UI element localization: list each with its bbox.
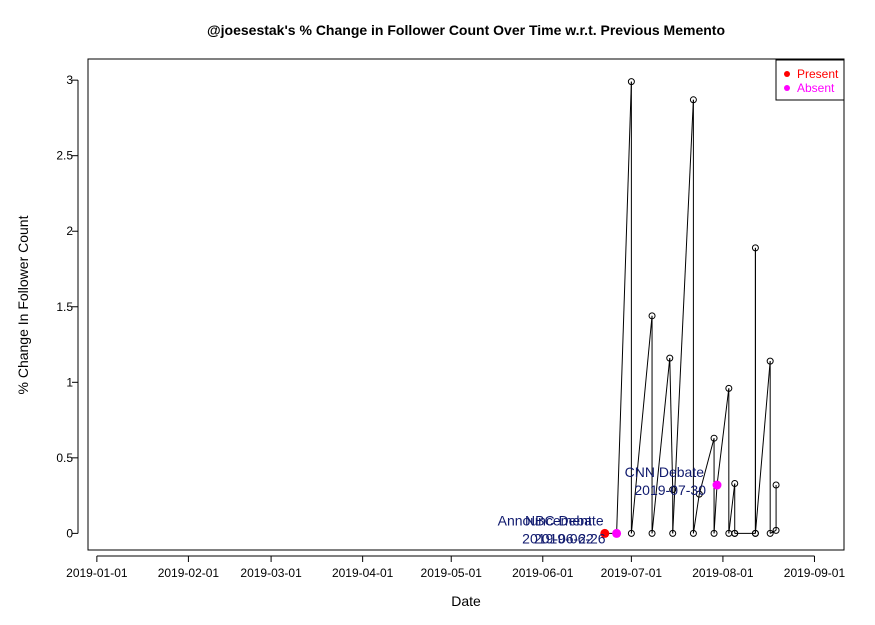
annotation-group: Announcement 2019-06-22 NBC Debate 2019-06-… [498, 464, 707, 546]
series-line-segment [692, 494, 700, 534]
data-point [689, 96, 697, 104]
annotation-date: 2019-06-26 [534, 530, 606, 546]
annotation-date: 2019-06-22 [522, 530, 594, 546]
y-tick-label: 0.5 [56, 451, 73, 465]
y-axis-label: % Change In Follower Count [15, 215, 31, 394]
x-axis: 2019-01-01 2019-02-01 2019-03-01 2019-04-01… [66, 555, 846, 580]
y-tick-label: 3 [66, 73, 73, 87]
series-line-segment [616, 81, 632, 534]
data-point [772, 526, 780, 534]
x-tick-label: 2019-04-01 [332, 566, 394, 580]
y-tick-label: 1 [66, 375, 73, 389]
y-axis: 0 0.5 1 1.5 2 2.5 3 [56, 73, 79, 540]
legend-swatch-present [784, 71, 790, 77]
data-point [751, 529, 759, 537]
x-tick-label: 2019-09-01 [784, 566, 846, 580]
x-tick-label: 2019-02-01 [158, 566, 220, 580]
x-axis-label: Date [451, 593, 481, 609]
marker-absent [712, 480, 722, 490]
x-tick-label: 2019-08-01 [692, 566, 754, 580]
series-line-segment [728, 483, 736, 534]
data-point [669, 486, 677, 494]
x-tick-label: 2019-01-01 [66, 566, 128, 580]
data-point [772, 481, 780, 489]
y-tick-label: 2.5 [56, 149, 73, 163]
annotation-title: NBC Debate [525, 512, 604, 528]
data-point [725, 384, 733, 392]
series-line-segment [669, 358, 674, 490]
chart-title: @joesestak's % Change in Follower Count … [207, 22, 725, 38]
x-tick-label: 2019-06-01 [512, 566, 574, 580]
data-point [710, 529, 718, 537]
legend-swatch-absent [784, 85, 790, 91]
x-tick-label: 2019-05-01 [421, 566, 483, 580]
data-point [766, 357, 774, 365]
data-point [689, 529, 697, 537]
data-point [695, 490, 703, 498]
data-point [669, 529, 677, 537]
y-tick-label: 0 [66, 526, 73, 540]
data-point [627, 78, 635, 86]
legend-label-absent: Absent [797, 81, 835, 95]
data-point [648, 529, 656, 537]
data-point [731, 529, 739, 537]
series-line-segment [716, 388, 730, 486]
plot-area-border [87, 58, 845, 551]
series-line-segment [698, 438, 715, 495]
y-tick-label: 1.5 [56, 300, 73, 314]
data-point [666, 354, 674, 362]
highlight-marker-group [600, 480, 722, 538]
legend-label-present: Present [797, 67, 839, 81]
y-tick-label: 2 [66, 224, 73, 238]
data-point [710, 434, 718, 442]
x-tick-label: 2019-03-01 [240, 566, 302, 580]
data-point [731, 480, 739, 488]
annotation-title: CNN Debate [625, 464, 705, 480]
data-point [766, 529, 774, 537]
legend-box [775, 59, 845, 101]
data-point [648, 312, 656, 320]
series-line-segment [672, 99, 694, 534]
data-point [751, 244, 759, 252]
annotation-date: 2019-07-30 [634, 482, 706, 498]
series-line-segment [651, 358, 671, 534]
x-tick-label: 2019-07-01 [601, 566, 663, 580]
series-line-segment [754, 361, 771, 534]
series-line-segment [713, 485, 718, 534]
marker-present [600, 528, 610, 538]
annotation-title: Announcement [498, 512, 592, 528]
marker-absent [612, 528, 622, 538]
data-point [627, 529, 635, 537]
series-line-segment [630, 315, 653, 534]
